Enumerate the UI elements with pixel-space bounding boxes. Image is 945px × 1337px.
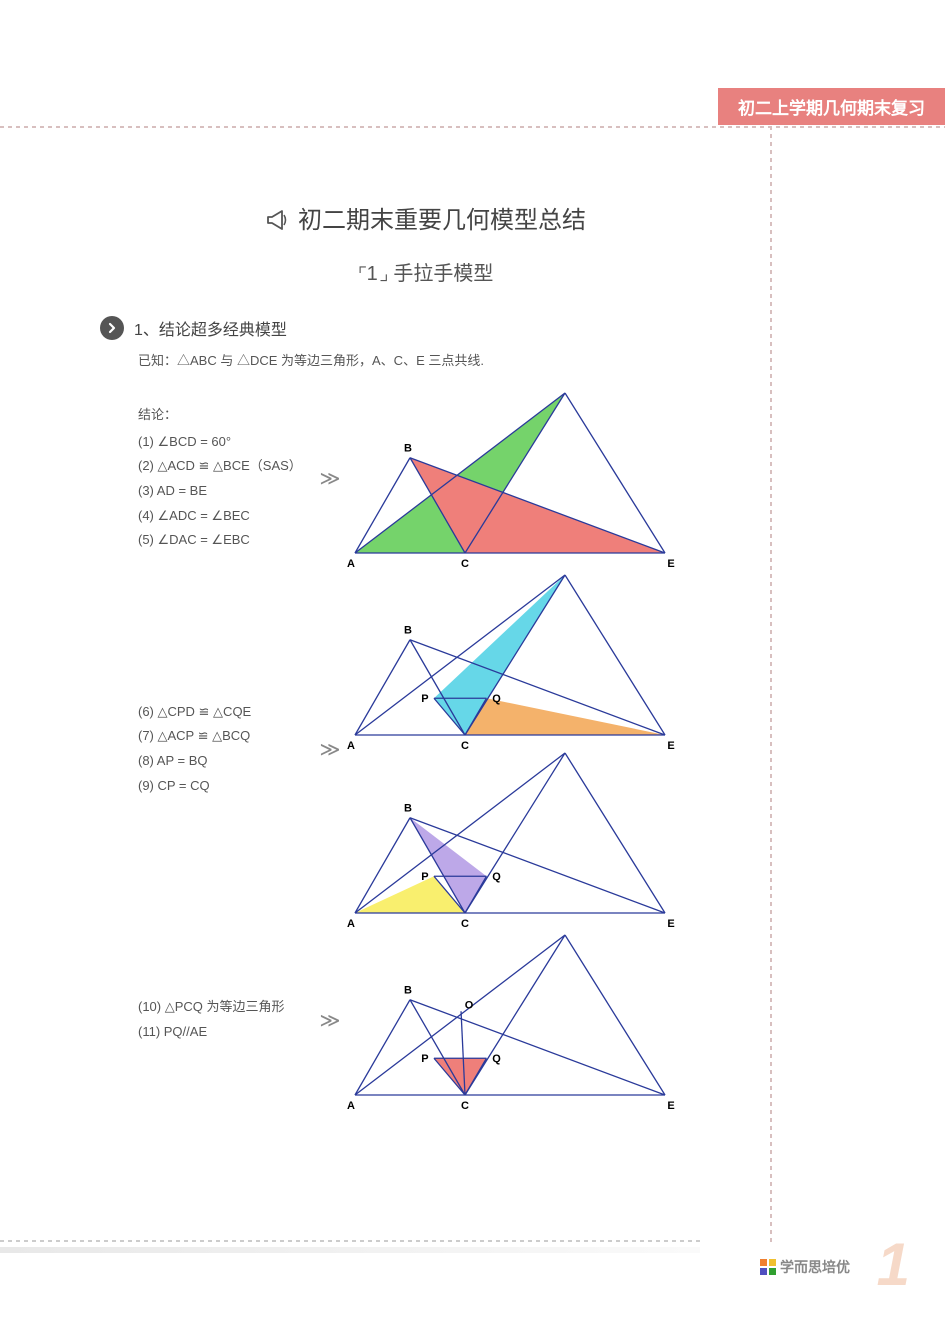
list-item: (8) AP = BQ — [138, 749, 315, 774]
brand-text: 学而思培优 — [780, 1257, 850, 1277]
list-item: (9) CP = CQ — [138, 774, 315, 799]
top-divider — [0, 126, 945, 128]
figure-2-3: A C E B D P Q A C E B D P Q — [345, 571, 750, 927]
svg-text:Q: Q — [492, 693, 501, 705]
brand-footer: 学而思培优 — [760, 1257, 850, 1277]
list-item: (7) △ACP ≌ △BCQ — [138, 724, 315, 749]
list-item: (2) △ACD ≌ △BCE（SAS） — [138, 454, 315, 479]
arrow-icon: ≫ — [315, 1008, 345, 1033]
list-item: (4) ∠ADC = ∠BEC — [138, 504, 315, 529]
conclusion-row-2: (6) △CPD ≌ △CQE (7) △ACP ≌ △BCQ (8) AP =… — [100, 571, 750, 927]
svg-text:Q: Q — [492, 1053, 501, 1065]
list-item: (3) AD = BE — [138, 479, 315, 504]
svg-text:E: E — [667, 558, 674, 567]
brand-logo-icon — [760, 1259, 776, 1275]
svg-text:B: B — [404, 985, 412, 997]
svg-text:C: C — [461, 740, 469, 749]
svg-text:P: P — [421, 871, 428, 883]
svg-text:B: B — [404, 625, 412, 637]
list-item: (1) ∠BCD = 60° — [138, 430, 315, 455]
list-item: (11) PQ//AE — [138, 1020, 315, 1045]
svg-text:D: D — [565, 749, 573, 751]
figure-1: A C E B D — [345, 389, 750, 567]
conclusion-row-1: 结论： (1) ∠BCD = 60° (2) △ACD ≌ △BCE（SAS） … — [100, 389, 750, 567]
list-item: (10) △PCQ 为等边三角形 — [138, 995, 315, 1020]
svg-text:E: E — [667, 1100, 674, 1109]
svg-text:O: O — [465, 999, 474, 1011]
conclusion-header: 结论： — [138, 403, 315, 428]
svg-text:B: B — [404, 443, 412, 455]
svg-text:A: A — [347, 1100, 355, 1109]
svg-text:E: E — [667, 740, 674, 749]
sub-title-text: 手拉手模型 — [393, 263, 493, 285]
arrow-icon: ≫ — [315, 737, 345, 762]
footer-divider — [0, 1240, 700, 1242]
given-text: 已知：△ABC 与 △DCE 为等边三角形，A、C、E 三点共线. — [138, 350, 750, 369]
svg-text:P: P — [421, 693, 428, 705]
svg-text:Q: Q — [492, 871, 501, 883]
svg-text:P: P — [421, 1053, 428, 1065]
main-title-text: 初二期末重要几何模型总结 — [298, 207, 586, 234]
chevron-badge-icon — [100, 316, 124, 340]
svg-text:C: C — [461, 1100, 469, 1109]
svg-text:B: B — [404, 803, 412, 815]
conclusion-row-3: (10) △PCQ 为等边三角形 (11) PQ//AE ≫ A C E B D P Q O — [100, 931, 750, 1109]
chapter-tag: 初二上学期几何期末复习 — [718, 88, 945, 125]
svg-text:A: A — [347, 918, 355, 927]
conclusion-list-3: (10) △PCQ 为等边三角形 (11) PQ//AE — [100, 995, 315, 1044]
svg-text:D: D — [565, 931, 573, 933]
figure-4: A C E B D P Q O — [345, 931, 750, 1109]
megaphone-icon — [264, 208, 290, 239]
svg-text:E: E — [667, 918, 674, 927]
conclusion-list-2: (6) △CPD ≌ △CQE (7) △ACP ≌ △BCQ (8) AP =… — [100, 700, 315, 799]
svg-text:A: A — [347, 558, 355, 567]
svg-text:D: D — [565, 389, 573, 391]
section-heading-text: 1、结论超多经典模型 — [134, 316, 287, 340]
content-area: 初二期末重要几何模型总结 ⌜1⌟ 手拉手模型 1、结论超多经典模型 已知：△AB… — [100, 170, 750, 1113]
bracket-left-icon: ⌜ — [357, 261, 367, 285]
main-title: 初二期末重要几何模型总结 — [100, 200, 750, 239]
svg-text:C: C — [461, 918, 469, 927]
bracket-right-icon: ⌟ — [378, 261, 388, 285]
arrow-icon: ≫ — [315, 466, 345, 491]
section-heading: 1、结论超多经典模型 — [100, 316, 750, 340]
sub-title-num: 1 — [367, 263, 378, 285]
list-item: (6) △CPD ≌ △CQE — [138, 700, 315, 725]
svg-text:C: C — [461, 558, 469, 567]
footer-bar — [0, 1247, 700, 1253]
conclusion-list-1: 结论： (1) ∠BCD = 60° (2) △ACD ≌ △BCE（SAS） … — [100, 403, 315, 553]
svg-text:D: D — [565, 571, 573, 573]
right-margin-line — [770, 126, 772, 1242]
list-item: (5) ∠DAC = ∠EBC — [138, 528, 315, 553]
page-number: 1 — [877, 1230, 910, 1299]
sub-title: ⌜1⌟ 手拉手模型 — [100, 257, 750, 286]
svg-text:A: A — [347, 740, 355, 749]
